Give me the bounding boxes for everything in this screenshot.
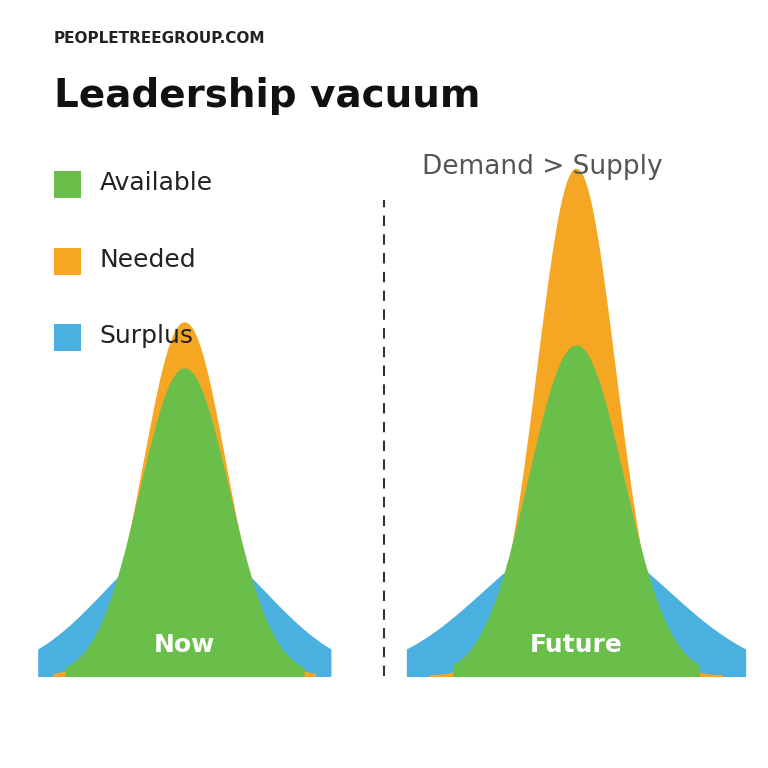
FancyBboxPatch shape [54,248,81,275]
Text: Leadership vacuum: Leadership vacuum [54,77,480,114]
Text: Surplus: Surplus [100,324,194,349]
Text: PEOPLETREEGROUP.COM: PEOPLETREEGROUP.COM [54,31,265,46]
FancyBboxPatch shape [54,171,81,198]
Text: Available: Available [100,170,213,195]
FancyBboxPatch shape [54,325,81,352]
Text: Now: Now [154,633,215,657]
Text: Demand > Supply: Demand > Supply [422,154,663,180]
Text: Future: Future [530,633,622,657]
Text: Needed: Needed [100,247,197,272]
